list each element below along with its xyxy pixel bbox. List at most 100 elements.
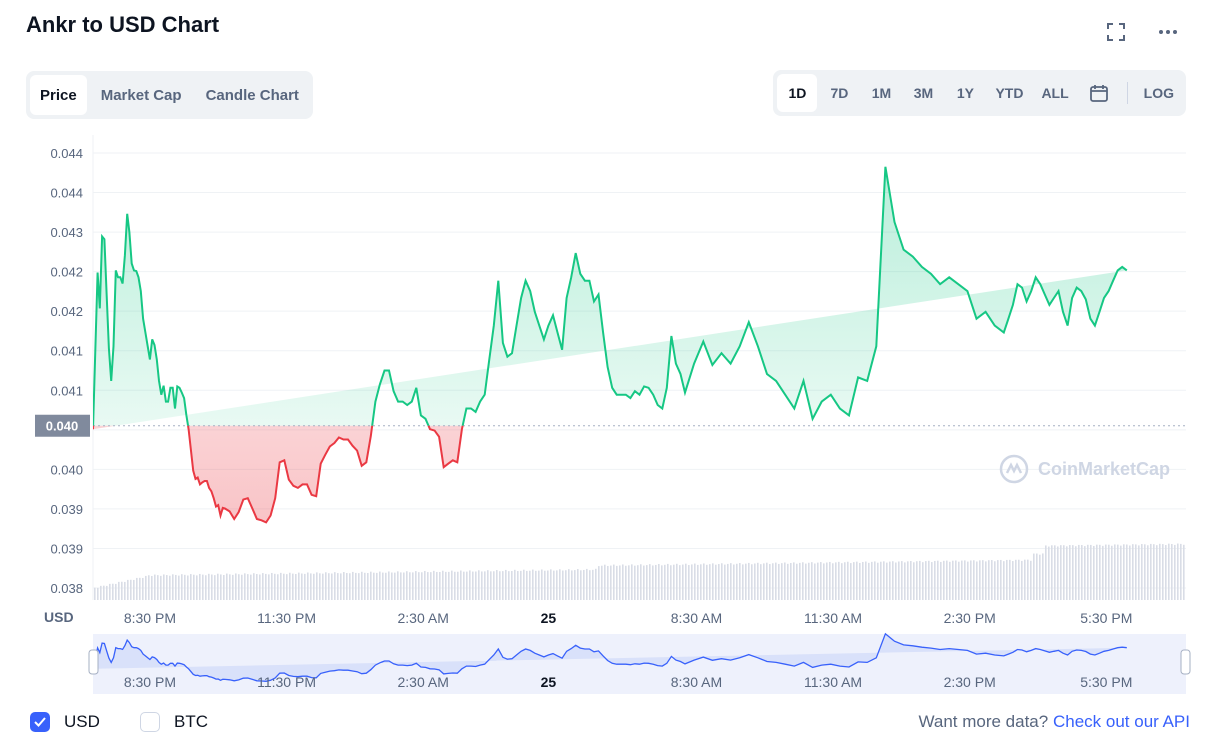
volume-bar [991,560,993,600]
volume-bar [790,563,792,600]
tab-price[interactable]: Price [30,75,87,115]
range-7d[interactable]: 7D [830,85,849,101]
volume-bar [415,571,417,600]
volume-bar [1012,561,1014,600]
volume-bar [499,571,501,600]
range-1y[interactable]: 1Y [956,85,974,101]
y-tick-label: 0.040 [50,462,83,477]
volume-bar [685,563,687,600]
volume-bar [265,573,267,600]
x-tick-label: 2:30 AM [397,610,448,626]
x-tick-label: 11:30 PM [257,610,316,626]
checkbox-unchecked-icon [140,712,160,732]
volume-bar [490,571,492,600]
volume-bar [607,565,609,600]
range-ytd[interactable]: YTD [995,85,1024,101]
volume-bar [1018,559,1020,600]
volume-bar [916,561,918,600]
volume-bar [571,570,573,600]
price-line-up [93,166,1128,426]
log-scale-toggle[interactable]: LOG [1143,85,1174,101]
volume-bar [886,562,888,600]
price-chart[interactable]: 0.044 0.044 0.043 0.042 0.042 0.041 0.041 0.040… [0,0,1220,700]
volume-bar [868,562,870,600]
volume-bar [334,572,336,600]
volume-bar [688,565,690,600]
volume-bar [811,562,813,600]
volume-bar [964,560,966,600]
volume-bar [280,572,282,600]
volume-bar [703,563,705,600]
volume-bar [1159,543,1161,600]
navigator-tick-label: 25 [541,674,557,690]
volume-bar [94,587,96,600]
volume-bar [796,563,798,600]
volume-bar [718,564,720,600]
volume-bar [178,575,180,600]
volume-bar [925,561,927,600]
volume-bar [754,563,756,600]
volume-bar [946,560,948,600]
volume-bar [109,583,111,600]
volume-bar [277,574,279,600]
volume-bar [871,561,873,600]
volume-bar [427,572,429,600]
volume-bar [706,564,708,600]
usd-checkbox[interactable]: USD [30,712,100,732]
volume-bar [448,571,450,600]
volume-bar [862,561,864,600]
volume-bar [577,569,579,600]
volume-bar [421,572,423,600]
fullscreen-icon[interactable] [1104,20,1128,44]
volume-bar [349,573,351,600]
volume-bar [292,573,294,600]
navigator-left-handle[interactable] [88,649,99,675]
volume-bar [370,571,372,600]
volume-bar [892,561,894,600]
navigator-right-handle[interactable] [1180,649,1191,675]
usd-label: USD [64,712,100,731]
tab-candle-chart[interactable]: Candle Chart [205,86,299,104]
range-all[interactable]: ALL [1041,85,1069,101]
x-tick-label: 25 [541,610,557,626]
volume-bar [1129,545,1131,600]
volume-bar [598,566,600,600]
volume-bar [184,574,186,600]
volume-bar [1126,544,1128,600]
volume-bar [1009,559,1011,600]
navigator[interactable]: 8:30 PM 11:30 PM 2:30 AM 25 8:30 AM 11:30 AM 2… [88,632,1191,694]
range-1m[interactable]: 1M [871,85,892,101]
volume-bar [988,560,990,600]
volume-bar [310,573,312,600]
volume-bar [1180,543,1182,600]
range-3m[interactable]: 3M [913,85,934,101]
volume-bar [553,570,555,600]
volume-bar [202,574,204,600]
api-link[interactable]: Check out our API [1052,712,1190,731]
volume-bar [172,574,174,600]
calendar-button[interactable] [1079,74,1119,112]
tab-market-cap[interactable]: Market Cap [100,86,182,104]
volume-bar [235,573,237,600]
calendar-icon [1089,85,1108,102]
volume-bar [364,572,366,600]
volume-bar [973,560,975,600]
range-1d[interactable]: 1D [777,74,818,112]
volume-bar [1183,544,1185,600]
volume-bar [1117,544,1119,600]
volume-bar [1000,559,1002,600]
volume-bar [1030,560,1032,600]
volume-bar [319,573,321,600]
volume-bar [934,560,936,600]
volume-bar [1027,559,1029,600]
btc-checkbox[interactable]: BTC [140,712,208,732]
volume-bar [526,570,528,600]
x-tick-label: 11:30 AM [804,610,862,626]
volume-bar [721,563,723,600]
volume-bar [592,569,594,600]
volume-bar [793,562,795,600]
volume-bar [133,579,135,600]
volume-bar [889,561,891,600]
more-options-icon[interactable] [1156,20,1180,44]
volume-bar [835,562,837,600]
